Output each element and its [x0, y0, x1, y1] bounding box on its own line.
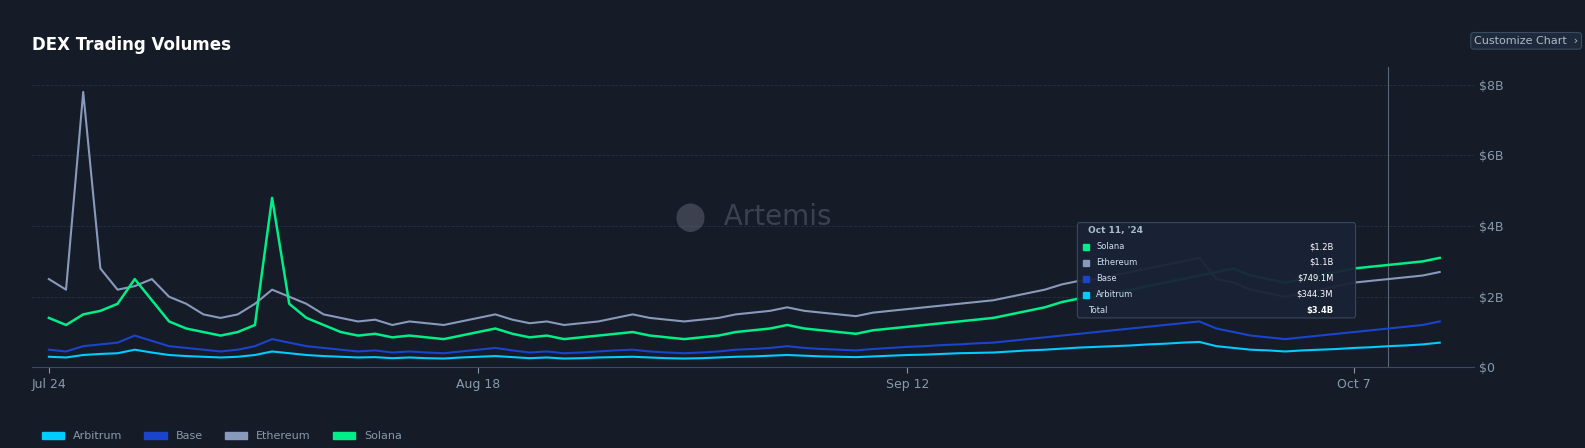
Text: $344.3M: $344.3M — [1297, 290, 1333, 299]
Text: $3.4B: $3.4B — [1306, 306, 1333, 314]
Text: Total: Total — [1087, 306, 1108, 314]
Text: Arbitrum: Arbitrum — [1097, 290, 1133, 299]
Text: Oct 11, '24: Oct 11, '24 — [1087, 226, 1143, 235]
Text: ⬤  Artemis: ⬤ Artemis — [675, 203, 831, 232]
Text: $1.1B: $1.1B — [1309, 258, 1333, 267]
Legend: Arbitrum, Base, Ethereum, Solana: Arbitrum, Base, Ethereum, Solana — [38, 427, 406, 446]
FancyBboxPatch shape — [1078, 223, 1355, 318]
Text: Ethereum: Ethereum — [1097, 258, 1138, 267]
Text: $1.2B: $1.2B — [1309, 242, 1333, 251]
Text: DEX Trading Volumes: DEX Trading Volumes — [32, 36, 231, 54]
Text: $749.1M: $749.1M — [1297, 274, 1333, 283]
Text: Base: Base — [1097, 274, 1117, 283]
Text: Solana: Solana — [1097, 242, 1125, 251]
Text: Customize Chart  ›: Customize Chart › — [1474, 36, 1579, 46]
